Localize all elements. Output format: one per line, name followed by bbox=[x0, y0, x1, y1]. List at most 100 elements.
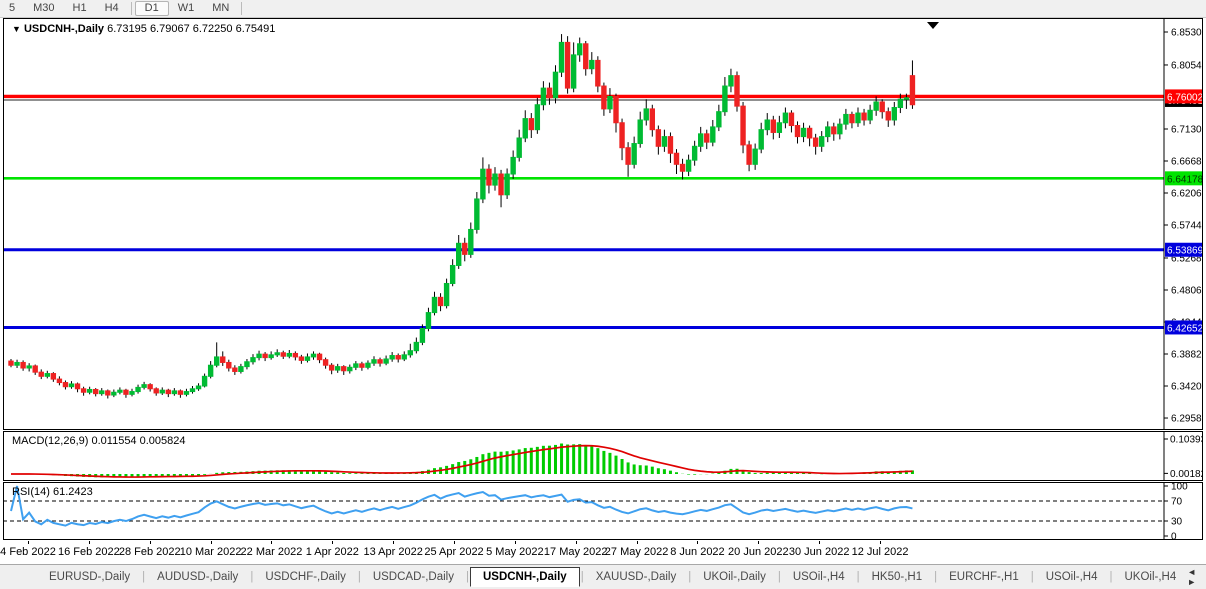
date-tick bbox=[332, 541, 334, 544]
toolbar-separator bbox=[241, 2, 243, 15]
candle bbox=[26, 363, 32, 372]
candle bbox=[643, 99, 649, 126]
timeframe-toolbar: 5 M30 H1 H4 D1 W1 MN bbox=[0, 0, 1206, 18]
timeframe-button-m30[interactable]: M30 bbox=[33, 2, 55, 14]
hline-badge-box bbox=[1165, 320, 1203, 335]
candle-body-down bbox=[232, 367, 238, 372]
candle-body-up bbox=[117, 389, 123, 393]
candle bbox=[794, 121, 801, 144]
candle-body-up bbox=[207, 364, 214, 377]
candle-body-up bbox=[214, 356, 220, 366]
rsi-panel-canvas[interactable]: 100 70 30 0 bbox=[3, 482, 1203, 540]
candle-body-up bbox=[389, 355, 395, 360]
candle bbox=[486, 164, 492, 194]
candle bbox=[758, 122, 764, 154]
hline-badge-text: 6.76002 bbox=[1167, 92, 1203, 103]
timeframe-button-mn[interactable]: MN bbox=[212, 2, 230, 14]
symbol-tab-ukoilh4[interactable]: UKOil-,H4 bbox=[1124, 571, 1177, 583]
candle-body-down bbox=[32, 365, 38, 373]
tab-scroll-arrows[interactable]: ◄ ► bbox=[1187, 567, 1201, 587]
candle bbox=[99, 388, 105, 396]
date-label: 5 May 2022 bbox=[486, 546, 544, 558]
price-tick-label: 6.29580 bbox=[1171, 414, 1203, 425]
timeframe-button-h1[interactable]: H1 bbox=[72, 2, 87, 14]
symbol-tab-usdcaddaily[interactable]: USDCAD-,Daily bbox=[372, 571, 454, 583]
candle-body-up bbox=[522, 118, 528, 139]
candle bbox=[371, 356, 377, 366]
candle-body-up bbox=[698, 133, 704, 147]
rsi-name: RSI(14) bbox=[12, 486, 50, 498]
candle bbox=[123, 388, 129, 398]
candle-body-down bbox=[322, 359, 329, 366]
candle bbox=[93, 388, 99, 397]
candle-body-up bbox=[171, 390, 178, 395]
candle bbox=[849, 111, 855, 129]
date-tick bbox=[210, 541, 212, 544]
candle bbox=[873, 96, 879, 116]
candle bbox=[649, 104, 655, 137]
candle bbox=[195, 383, 202, 391]
hline-badge-text: 6.42652 bbox=[1167, 323, 1203, 334]
candle-body-up bbox=[722, 85, 728, 113]
symbol-tab-usdchfdaily[interactable]: USDCHF-,Daily bbox=[265, 571, 346, 583]
candle-body-up bbox=[637, 119, 643, 145]
candle-body-up bbox=[873, 101, 879, 111]
symbol-tab-usoilh4[interactable]: USOil-,H4 bbox=[1045, 571, 1098, 583]
candle bbox=[752, 143, 758, 170]
candle-body-up bbox=[310, 353, 317, 358]
price-tick-label: 6.34200 bbox=[1171, 382, 1203, 393]
candle bbox=[74, 382, 81, 393]
symbol-tab-usdcnhdaily[interactable]: USDCNH-,Daily bbox=[469, 567, 580, 587]
symbol-tab-ukoildaily[interactable]: UKOil-,Daily bbox=[703, 571, 766, 583]
candle-body-up bbox=[480, 168, 486, 200]
symbol-tab-eurchfh1[interactable]: EURCHF-,H1 bbox=[949, 571, 1019, 583]
candle bbox=[171, 388, 178, 396]
candle-body-up bbox=[304, 356, 311, 361]
candle-body-up bbox=[401, 354, 407, 360]
timeframe-button-5[interactable]: 5 bbox=[9, 2, 16, 14]
symbol-tab-hk50h1[interactable]: HK50-,H1 bbox=[871, 571, 923, 583]
date-axis[interactable]: 4 Feb 2022 16 Feb 2022 28 Feb 2022 10 Mar 2… bbox=[0, 541, 1203, 563]
collapse-triangle-icon[interactable]: ▼ bbox=[12, 24, 21, 34]
candle-body-down bbox=[528, 118, 534, 131]
timeframe-button-d1[interactable]: D1 bbox=[134, 1, 169, 16]
candle bbox=[147, 383, 153, 392]
candle-body-down bbox=[849, 113, 855, 124]
candle bbox=[141, 381, 147, 390]
candle bbox=[903, 93, 910, 109]
candle-body-up bbox=[383, 358, 389, 364]
symbol-tab-eurusddaily[interactable]: EURUSD-,Daily bbox=[49, 571, 131, 583]
main-chart-canvas[interactable]: 6.85300 6.80540 6.71300 6.66680 6.62060 6.574… bbox=[3, 18, 1203, 430]
candle-body-up bbox=[607, 95, 613, 110]
price-tick-label: 6.85300 bbox=[1171, 27, 1203, 38]
candle bbox=[885, 107, 891, 127]
candle bbox=[679, 158, 686, 180]
candle-body-down bbox=[625, 147, 631, 165]
latest-bar-marker-icon bbox=[927, 22, 939, 29]
candle bbox=[704, 129, 710, 150]
macd-panel-canvas[interactable]: 0.103934 0.001829 bbox=[3, 431, 1203, 481]
candle bbox=[631, 136, 637, 169]
candle bbox=[655, 125, 662, 155]
symbol-tab-audusddaily[interactable]: AUDUSD-,Daily bbox=[157, 571, 239, 583]
candle bbox=[8, 358, 14, 368]
candle bbox=[619, 118, 625, 161]
candle bbox=[226, 359, 232, 372]
candle-body-down bbox=[341, 366, 347, 372]
candle bbox=[710, 119, 716, 147]
symbol-tab-usoilh4[interactable]: USOil-,H4 bbox=[792, 571, 845, 583]
timeframe-button-h4[interactable]: H4 bbox=[104, 2, 119, 14]
candle bbox=[322, 357, 329, 369]
candle bbox=[347, 364, 353, 374]
symbol-tab-xauusddaily[interactable]: XAUUSD-,Daily bbox=[595, 571, 677, 583]
candle bbox=[32, 364, 38, 375]
candle bbox=[685, 154, 692, 177]
timeframe-button-w1[interactable]: W1 bbox=[177, 2, 195, 14]
candle bbox=[540, 81, 547, 111]
date-tick bbox=[454, 541, 456, 544]
candle bbox=[528, 113, 534, 138]
candle bbox=[449, 259, 456, 287]
candle-body-up bbox=[419, 328, 426, 343]
price-axis[interactable]: 6.85300 6.80540 6.71300 6.66680 6.62060 6.574… bbox=[1164, 27, 1203, 425]
rsi-axis-label: 100 bbox=[1171, 482, 1188, 493]
